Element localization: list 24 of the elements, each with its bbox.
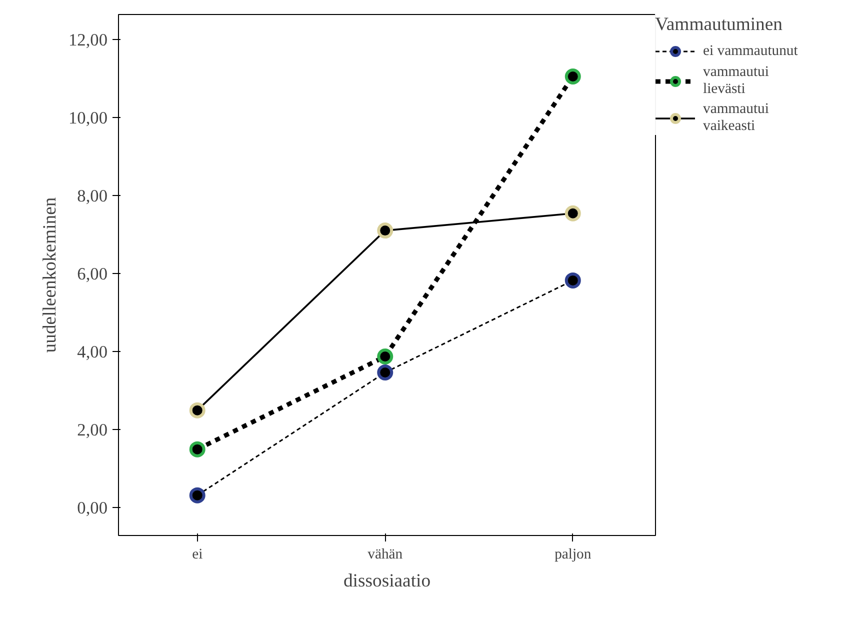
x-tick-label: paljon [554,546,592,562]
point [189,441,206,458]
y-tick-label: 12,00 [68,30,108,50]
legend-title: Vammautuminen [655,14,784,36]
legend-label: ei vammautunut [703,42,798,60]
point [564,205,581,222]
y-axis-title: uudelleenkokeminen [40,196,61,353]
y-tick-label: 2,00 [77,420,108,440]
y-tick-label: 8,00 [77,186,108,206]
point [377,348,394,364]
point [377,222,394,239]
legend-label: vammautui vaikeasti [703,101,769,135]
point [189,402,206,418]
x-tick-label: vähän [368,546,404,562]
point [564,272,581,288]
point [189,487,206,504]
y-tick-label: 10,00 [68,108,108,128]
point [377,364,394,380]
y-tick-label: 0,00 [77,498,108,518]
x-axis-title: dissosiaatio [343,570,431,592]
y-tick-label: 6,00 [77,264,108,284]
x-tick-label: ei [192,546,203,562]
point [564,68,581,84]
y-tick-label: 4,00 [77,342,108,362]
